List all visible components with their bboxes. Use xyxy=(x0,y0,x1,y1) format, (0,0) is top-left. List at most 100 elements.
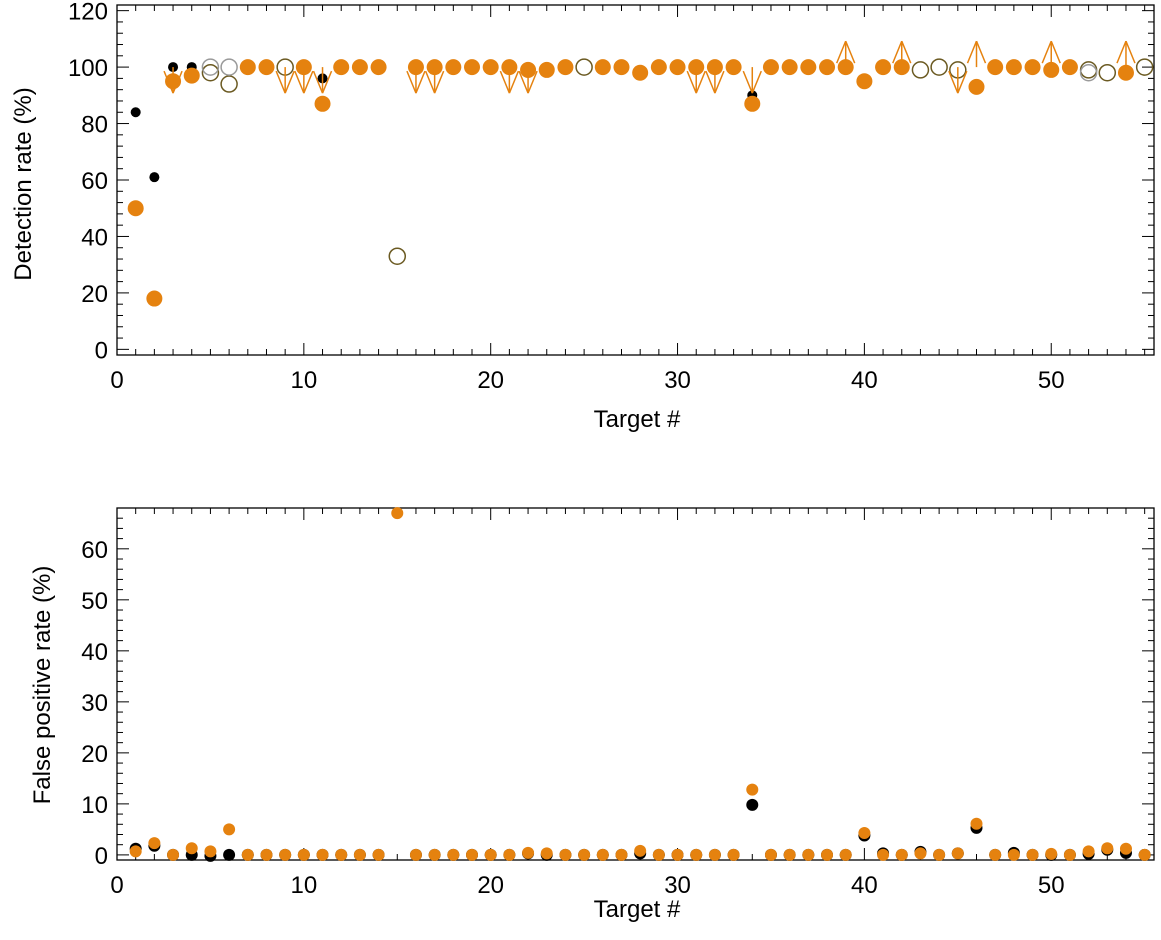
arrow-head-right xyxy=(714,70,725,94)
false-positive-point-orange xyxy=(634,844,647,857)
lower-limit-arrow xyxy=(836,40,856,68)
upper-limit-arrow xyxy=(163,67,183,94)
false-positive-point-orange xyxy=(484,848,497,861)
top-x-tick-label: 50 xyxy=(1038,367,1065,394)
arrow-head-left xyxy=(275,70,286,94)
detection-point-open xyxy=(1135,58,1154,76)
detection-point-orange xyxy=(239,59,256,76)
false-positive-point-orange xyxy=(727,848,740,861)
detection-point-open xyxy=(220,58,238,76)
detection-point-open xyxy=(201,63,220,82)
false-positive-point-orange xyxy=(877,848,890,861)
detection-point-orange xyxy=(482,59,499,76)
bottom-y-tick-label: 60 xyxy=(81,537,108,564)
upper-limit-arrow xyxy=(312,67,333,94)
arrow-head-left xyxy=(892,40,903,64)
false-positive-point-orange xyxy=(540,847,553,860)
detection-point-orange xyxy=(725,59,742,76)
false-positive-point-orange xyxy=(279,848,292,861)
arrow-head-left xyxy=(686,70,697,94)
false-positive-point-orange xyxy=(802,848,815,861)
bottom-x-tick-label: 10 xyxy=(290,872,317,899)
arrow-head-left xyxy=(312,70,324,94)
bottom-x-tick-label: 50 xyxy=(1038,872,1065,899)
false-positive-point-orange xyxy=(353,848,366,861)
arrow-head-left xyxy=(406,70,417,94)
false-positive-point-orange xyxy=(1063,848,1076,861)
arrow-head-right xyxy=(415,70,426,94)
arrow-head-right xyxy=(751,70,762,94)
false-positive-point-orange xyxy=(148,837,161,850)
arrow-head-right xyxy=(695,70,706,94)
bottom-y-tick-label: 10 xyxy=(81,792,108,819)
false-positive-point-orange xyxy=(466,848,479,861)
top-x-tick-label: 20 xyxy=(477,367,504,394)
top-x-tick-label: 10 xyxy=(290,367,317,394)
top-y-axis-title: Detection rate (%) xyxy=(10,87,37,280)
detection-point-black xyxy=(130,107,141,118)
detection-point-orange xyxy=(1024,59,1041,76)
detection-point-open xyxy=(220,75,238,93)
detection-point-orange xyxy=(613,59,630,76)
false-positive-point-orange xyxy=(167,848,180,861)
detection-point-orange xyxy=(1005,59,1022,76)
arrow-head-right xyxy=(508,70,520,94)
bottom-y-tick-label: 40 xyxy=(81,639,108,666)
false-positive-point-orange xyxy=(821,848,834,861)
upper-limit-arrow xyxy=(424,67,445,94)
arrow-head-right xyxy=(303,70,314,94)
false-positive-point-orange xyxy=(708,848,721,861)
detection-point-orange xyxy=(819,59,836,76)
false-positive-point-orange xyxy=(129,845,142,858)
detection-point-orange xyxy=(538,61,555,78)
arrow-head-right xyxy=(901,40,912,64)
arrow-head-left xyxy=(705,70,716,94)
detection-point-open xyxy=(1098,63,1117,82)
detection-point-open xyxy=(201,58,220,76)
detection-point-orange xyxy=(762,59,779,76)
false-positive-point-orange xyxy=(185,842,198,855)
false-positive-point-orange xyxy=(596,848,609,861)
upper-limit-arrow xyxy=(275,67,295,94)
detection-point-orange xyxy=(370,59,387,76)
detection-point-orange xyxy=(650,59,667,76)
bottom-x-tick-label: 20 xyxy=(477,872,504,899)
upper-limit-arrow xyxy=(742,67,762,94)
upper-limit-arrow xyxy=(499,67,520,94)
arrow-head-left xyxy=(742,70,753,94)
false-positive-point-orange xyxy=(895,848,908,861)
false-positive-point-orange xyxy=(671,848,684,861)
false-positive-point-orange xyxy=(1119,842,1132,855)
bottom-x-tick-label: 40 xyxy=(851,872,878,899)
false-positive-point-orange xyxy=(391,507,404,520)
lower-limit-arrow xyxy=(1041,40,1061,68)
false-positive-point-orange xyxy=(690,848,703,861)
upper-limit-arrow xyxy=(294,67,314,94)
bottom-y-tick-label: 30 xyxy=(81,690,108,717)
false-positive-rate-panel: Target # False positive rate (%) 0 10 20 30… xyxy=(29,507,1155,923)
arrow-head-right xyxy=(1050,40,1061,64)
upper-limit-arrow xyxy=(705,67,725,94)
arrow-head-right xyxy=(321,70,333,94)
false-positive-point-orange xyxy=(914,847,927,860)
false-positive-point-orange xyxy=(578,848,591,861)
detection-point-orange xyxy=(632,64,649,81)
detection-point-orange xyxy=(314,95,331,112)
detection-point-orange xyxy=(744,95,761,112)
upper-limit-arrow xyxy=(686,67,706,94)
false-positive-point-orange xyxy=(858,826,871,839)
false-positive-point-orange xyxy=(522,846,535,859)
false-positive-point-orange xyxy=(746,783,759,796)
arrow-head-right xyxy=(527,70,538,94)
detection-point-orange xyxy=(781,59,798,76)
false-positive-point-orange xyxy=(241,848,254,861)
detection-point-orange xyxy=(856,73,873,90)
arrow-head-left xyxy=(499,70,511,94)
top-x-tick-label: 0 xyxy=(110,367,123,394)
bottom-y-tick-label: 0 xyxy=(95,843,108,870)
false-positive-point-black xyxy=(746,798,759,811)
arrow-head-right xyxy=(172,70,183,94)
upper-limit-arrow xyxy=(948,67,968,94)
detection-point-open xyxy=(388,247,407,265)
bottom-x-axis-title: Target # xyxy=(594,896,681,923)
